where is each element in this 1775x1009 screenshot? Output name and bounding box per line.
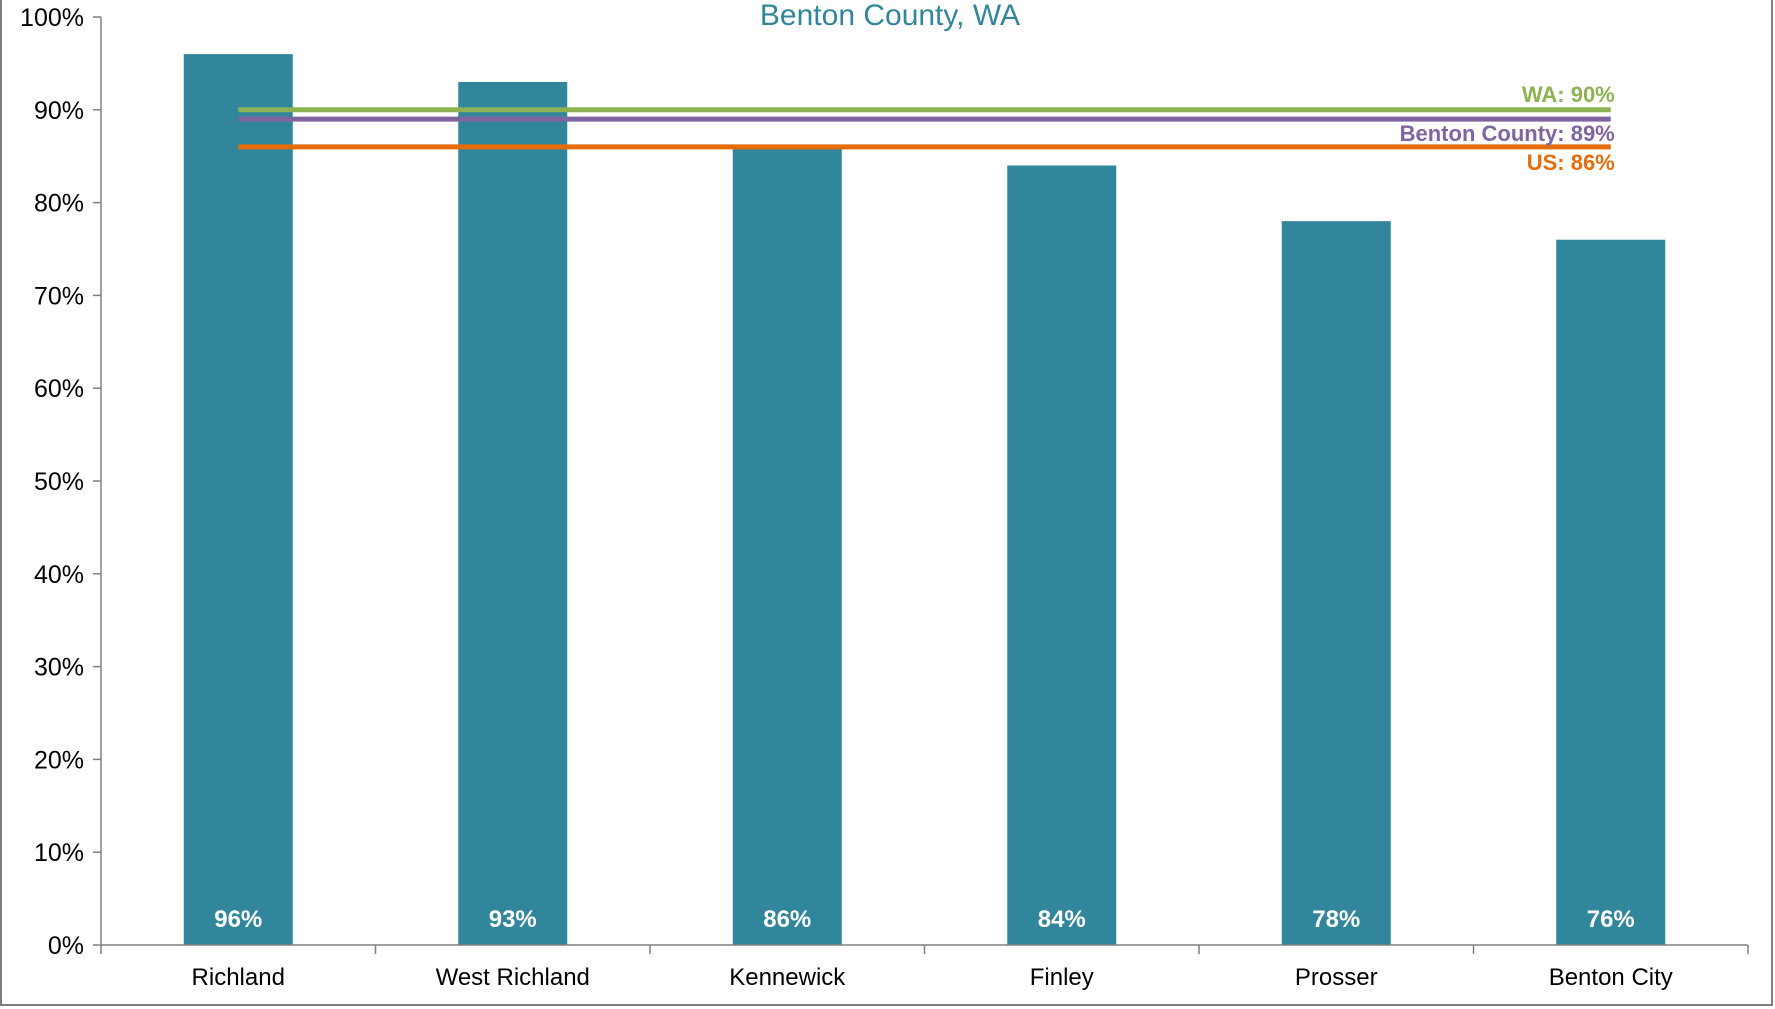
chart-title: Benton County, WA	[760, 0, 1020, 32]
y-tick-label: 90%	[34, 97, 84, 125]
bar-west-richland	[458, 81, 568, 945]
reference-line-label: WA: 90%	[1522, 82, 1615, 107]
y-tick-label: 20%	[34, 746, 84, 774]
y-tick-label: 30%	[34, 654, 84, 682]
bar-value-label: 86%	[763, 906, 811, 933]
y-tick-label: 0%	[48, 932, 84, 960]
y-tick-label: 70%	[34, 282, 84, 310]
bar-benton-city	[1556, 239, 1666, 946]
reference-line-label: US: 86%	[1527, 150, 1615, 175]
bar-prosser	[1281, 221, 1391, 945]
y-tick-label: 60%	[34, 375, 84, 403]
x-category-label: Kennewick	[729, 964, 846, 991]
bar-value-label: 76%	[1587, 906, 1635, 933]
x-category-label: Finley	[1030, 964, 1094, 991]
bar-value-label: 96%	[214, 906, 262, 933]
reference-line-label: Benton County: 89%	[1400, 121, 1615, 146]
x-category-label: West Richland	[436, 964, 590, 991]
bar-value-label: 93%	[489, 906, 537, 933]
bar-kennewick	[732, 146, 842, 946]
bar-value-label: 78%	[1312, 906, 1360, 933]
bar-value-label: 84%	[1038, 906, 1086, 933]
x-category-label: Prosser	[1295, 964, 1378, 991]
y-tick-label: 100%	[20, 4, 84, 32]
y-tick-label: 50%	[34, 468, 84, 496]
y-tick-label: 10%	[34, 839, 84, 867]
bar-richland	[183, 54, 293, 946]
y-tick-label: 40%	[34, 561, 84, 589]
x-category-label: Richland	[192, 964, 285, 991]
bar-finley	[1007, 165, 1117, 946]
x-category-label: Benton City	[1549, 964, 1673, 991]
y-tick-label: 80%	[34, 190, 84, 218]
